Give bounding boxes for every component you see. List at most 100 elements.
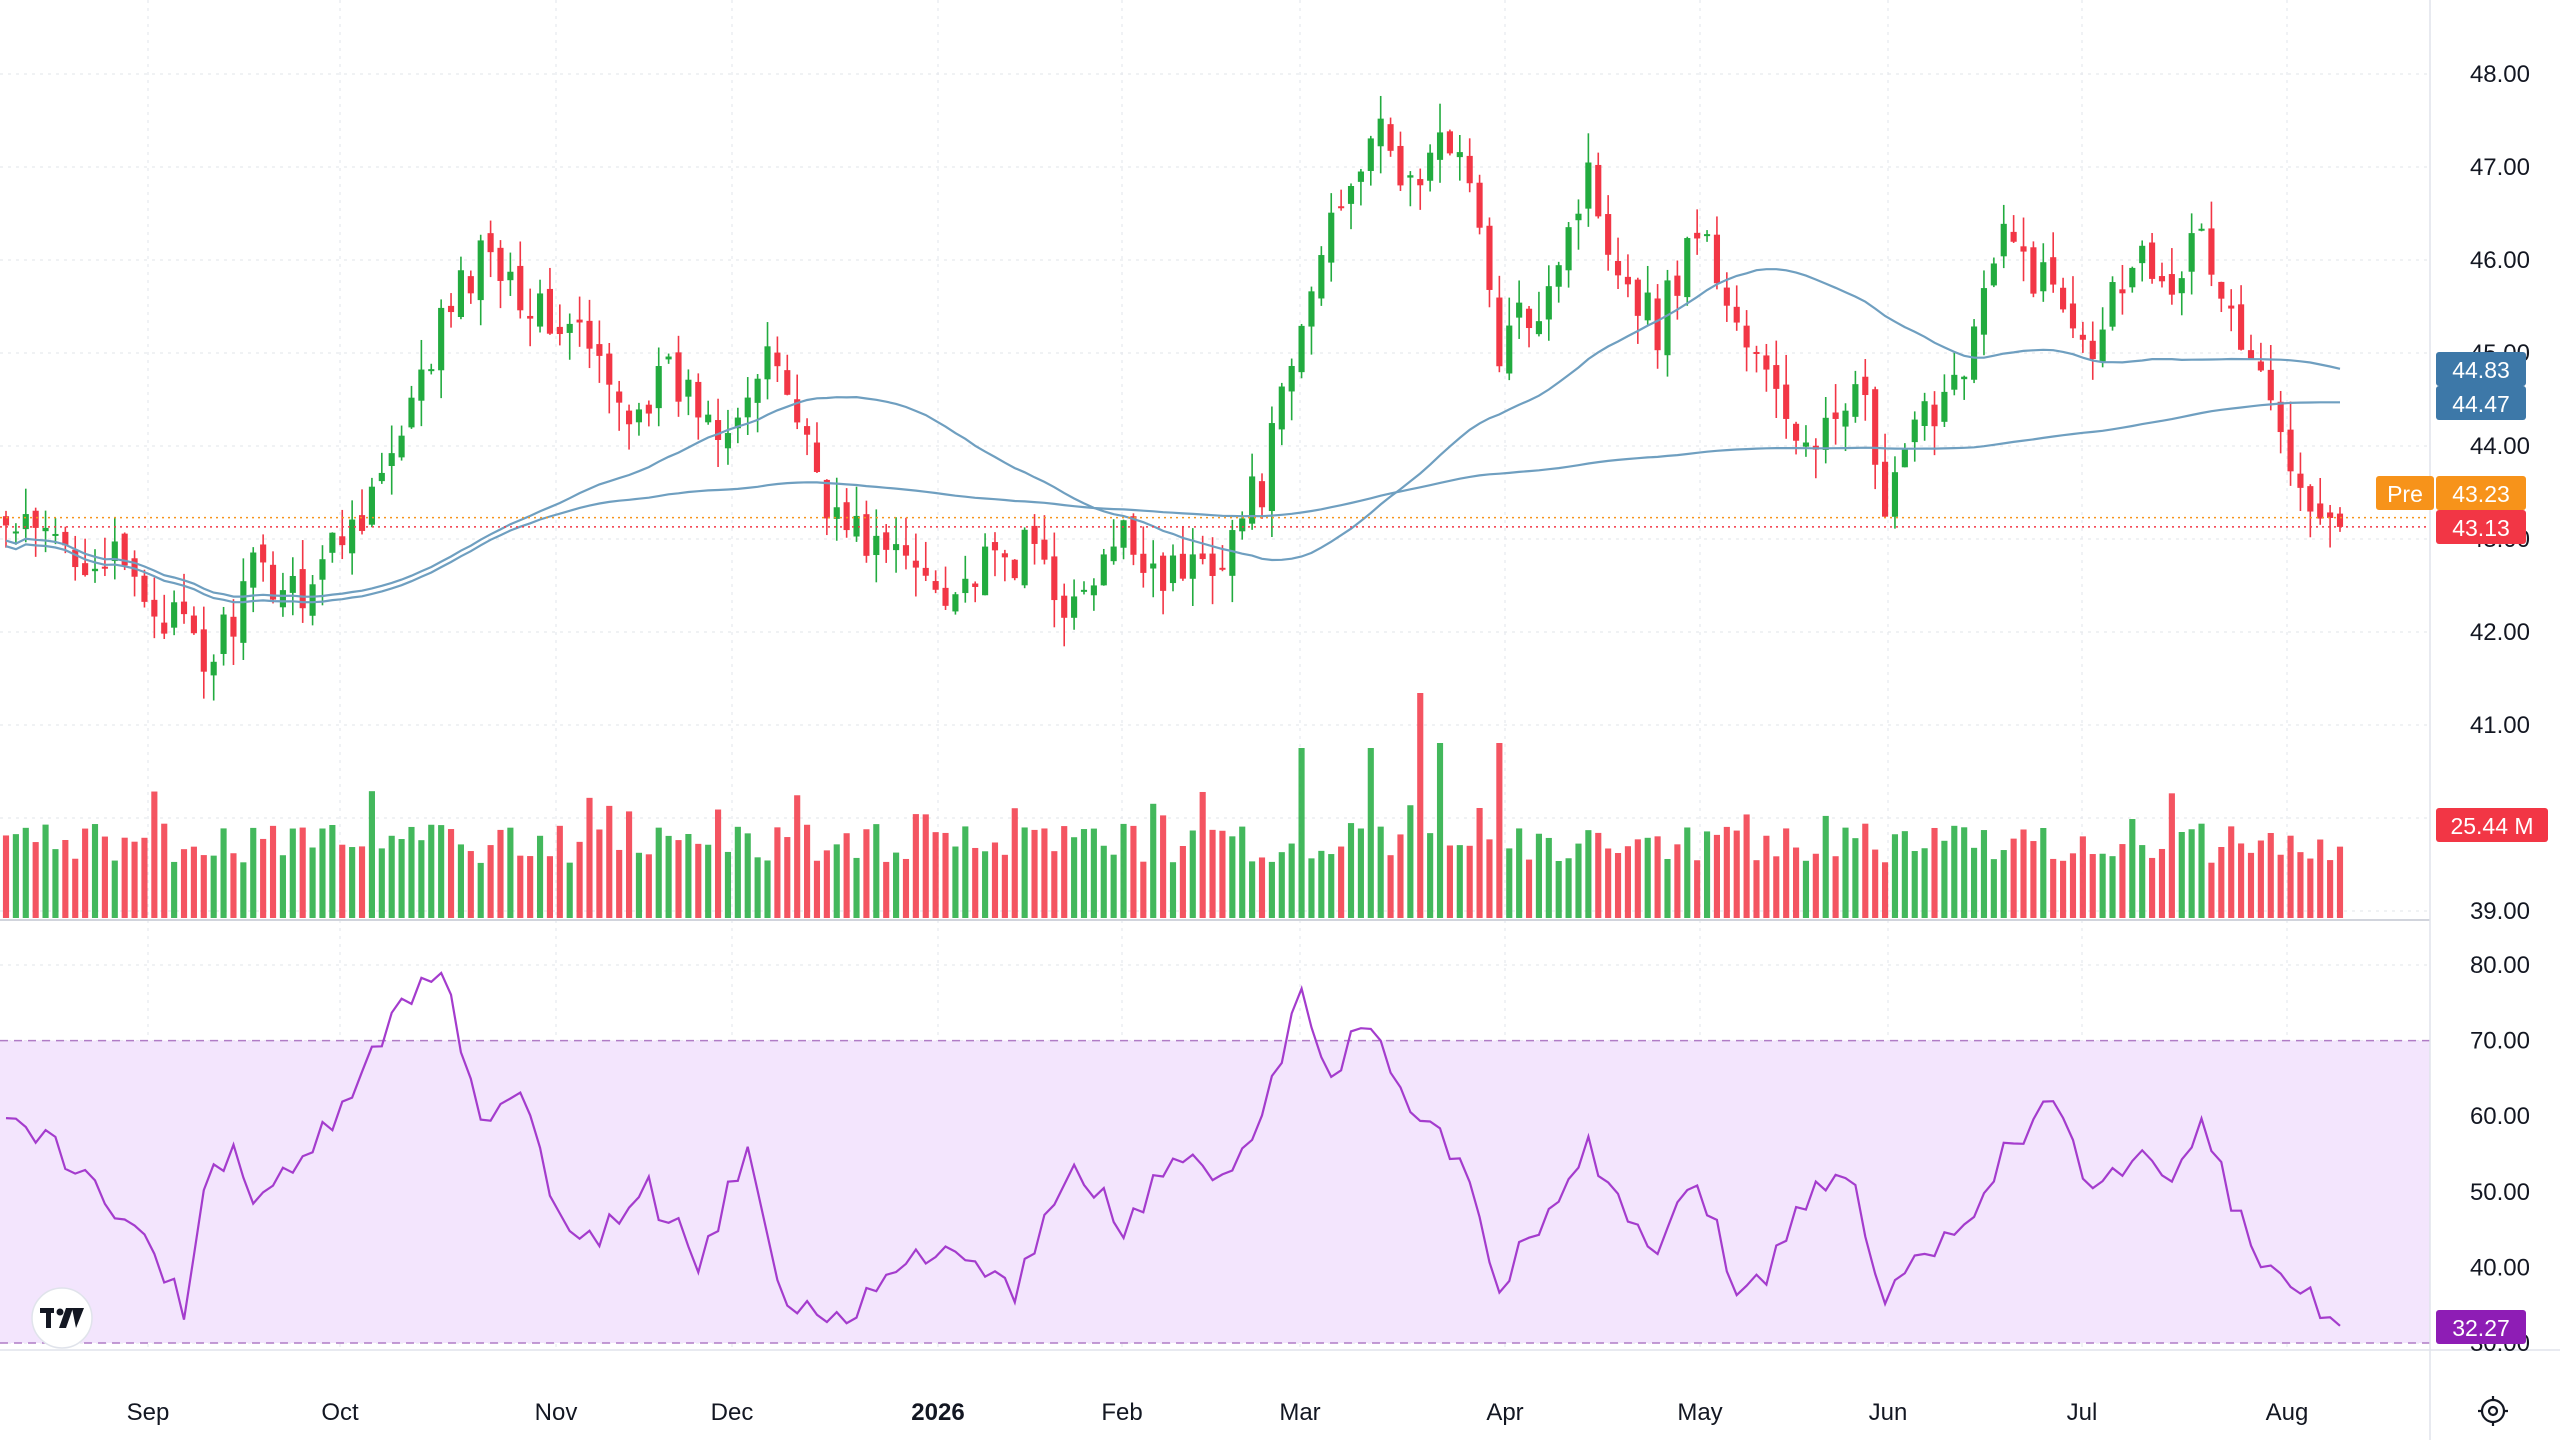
- volume-bar: [269, 825, 277, 918]
- candle-body: [952, 594, 959, 612]
- candle-body: [1733, 306, 1740, 323]
- candle-body: [72, 549, 79, 568]
- volume-bar: [635, 852, 643, 918]
- volume-bar: [1980, 830, 1988, 918]
- candle-body: [1298, 325, 1305, 373]
- candle-body: [1753, 351, 1760, 354]
- tradingview-logo-icon[interactable]: [31, 1287, 93, 1349]
- candle-body: [1249, 476, 1256, 524]
- candle-body: [893, 544, 900, 551]
- candle-body: [1862, 376, 1869, 396]
- time-axis-ticks: Sep Oct Nov Dec 2026 Feb Mar Apr May Jun Jul Aug: [127, 1399, 2309, 1426]
- volume-bar: [2089, 854, 2096, 918]
- volume-bar: [764, 860, 771, 918]
- candle-body: [1486, 225, 1493, 290]
- price-axis-label: 41.00: [2470, 712, 2530, 739]
- candle-body: [883, 532, 890, 550]
- settings-gear-icon[interactable]: [2478, 1396, 2508, 1426]
- volume-bar: [972, 847, 979, 918]
- candle-body: [774, 352, 781, 367]
- volume-bar: [388, 835, 395, 918]
- volume-bar: [1921, 848, 1928, 918]
- volume-bar: [121, 837, 128, 918]
- volume-bar: [1585, 830, 1592, 918]
- volume-bar: [1516, 828, 1523, 918]
- candle-body: [2228, 305, 2235, 309]
- volume-bar: [1150, 803, 1157, 918]
- candle-body: [2218, 281, 2225, 299]
- candle-body: [1466, 155, 1473, 184]
- candle-body: [1347, 186, 1355, 204]
- volume-bar: [2307, 858, 2314, 918]
- volume-bar: [1911, 851, 1918, 918]
- candle-body: [665, 356, 672, 360]
- candle-body: [1169, 555, 1177, 584]
- volume-bar: [556, 825, 563, 918]
- volume-bar: [1090, 828, 1097, 918]
- volume-bar: [1328, 854, 1335, 918]
- volume-bar: [1219, 830, 1226, 918]
- volume-bar: [546, 856, 554, 918]
- time-axis-label: Apr: [1486, 1399, 1523, 1426]
- candle-body: [111, 541, 118, 562]
- candle-body: [12, 531, 19, 534]
- candle-body: [902, 545, 910, 556]
- candle-body: [1832, 412, 1839, 419]
- volume-bar: [2228, 826, 2235, 918]
- candle-body: [1852, 384, 1859, 417]
- volume-bar: [1100, 845, 1107, 918]
- candle-body: [1476, 182, 1483, 228]
- candle-body: [2079, 334, 2086, 340]
- candle-body: [813, 442, 821, 473]
- candle-body: [1001, 553, 1008, 558]
- candle-body: [833, 507, 840, 519]
- candle-body: [2040, 262, 2047, 292]
- candle-body: [230, 616, 237, 637]
- volume-bar: [1961, 827, 1968, 918]
- candle-body: [962, 578, 969, 594]
- candle-body: [1516, 302, 1523, 318]
- volume-bar: [250, 827, 257, 918]
- candle-body: [1090, 585, 1097, 596]
- volume-bar: [774, 827, 781, 918]
- time-axis-label: 2026: [911, 1399, 964, 1426]
- candle-body: [1703, 234, 1711, 237]
- candle-body: [82, 563, 89, 576]
- candle-body: [2030, 247, 2037, 294]
- volume-bar: [1802, 860, 1810, 918]
- candle-body: [2257, 361, 2264, 371]
- volume-bar: [2297, 852, 2304, 918]
- volume-label: 25.44 M: [2436, 808, 2548, 842]
- candle-body: [1980, 288, 1988, 335]
- candle-body: [1674, 275, 1681, 296]
- volume-bar: [1713, 834, 1721, 918]
- candle-body: [1140, 553, 1147, 573]
- candle-body: [151, 599, 158, 617]
- volume-bar: [685, 833, 692, 918]
- rsi-band: [0, 1040, 2430, 1343]
- volume-bar: [715, 809, 722, 918]
- volume-bar: [1278, 852, 1285, 918]
- volume-bar: [1634, 839, 1641, 918]
- volume-bar: [1832, 856, 1839, 918]
- volume-bar: [754, 857, 761, 918]
- volume-bar: [1169, 862, 1177, 918]
- volume-bar: [1417, 693, 1424, 918]
- candle-body: [418, 369, 425, 401]
- volume-bar: [1496, 743, 1503, 918]
- candle-body: [2020, 246, 2027, 252]
- price-axis-label: 46.00: [2470, 247, 2530, 274]
- volume-bar: [12, 834, 19, 918]
- candle-body: [1535, 321, 1542, 335]
- candle-body: [804, 426, 811, 435]
- candle-body: [1545, 286, 1552, 320]
- volume-bar: [932, 832, 939, 918]
- volume-bar: [1525, 859, 1533, 918]
- candle-body: [1189, 554, 1196, 579]
- volume-bar: [358, 846, 366, 918]
- candle-body: [2238, 304, 2245, 350]
- volume-bar: [1229, 836, 1236, 918]
- volume-bar: [180, 849, 188, 918]
- volume-bar: [1545, 837, 1552, 918]
